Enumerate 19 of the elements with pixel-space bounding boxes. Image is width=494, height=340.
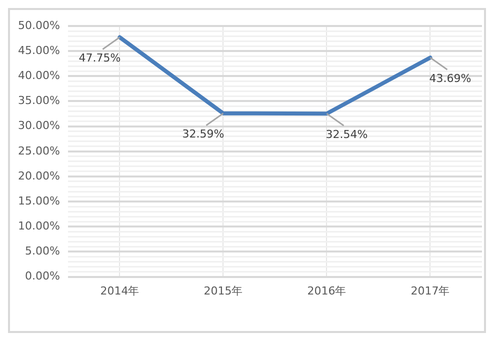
y-tick-label: 15.00%: [18, 194, 60, 208]
y-tick-label: 20.00%: [18, 169, 60, 182]
y-tick-label: 0.00%: [24, 270, 60, 283]
x-tick-label: 2016年: [307, 284, 346, 298]
y-tick-label: 5.00%: [24, 244, 60, 258]
data-label: 32.54%: [326, 128, 368, 141]
x-tick-label: 2017年: [410, 284, 450, 298]
x-tick-label: 2014年: [100, 284, 140, 298]
x-tick-label: 2015年: [204, 284, 243, 298]
y-tick-label: 35.00%: [18, 94, 60, 108]
y-tick-label: 40.00%: [18, 69, 60, 82]
y-tick-label: 30.00%: [18, 119, 60, 132]
y-tick-label: 45.00%: [18, 44, 60, 57]
y-tick-label: 25.00%: [18, 144, 60, 158]
data-label: 32.59%: [182, 128, 224, 141]
data-label: 43.69%: [429, 72, 472, 86]
data-label: 47.75%: [78, 52, 121, 65]
y-tick-label: 50.00%: [18, 18, 60, 32]
y-tick-label: 10.00%: [18, 220, 60, 232]
